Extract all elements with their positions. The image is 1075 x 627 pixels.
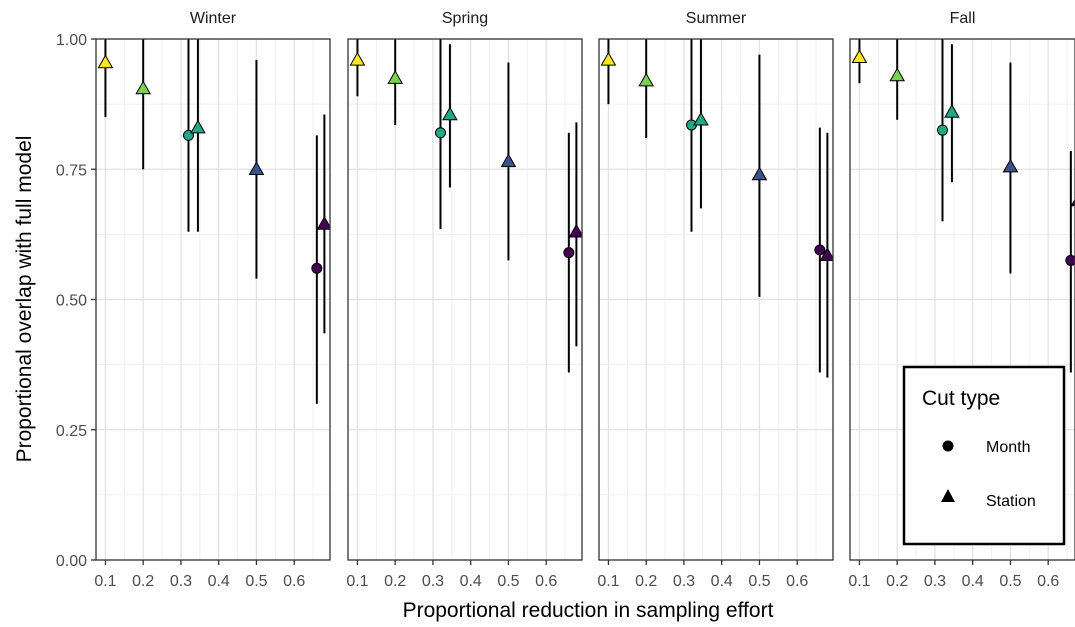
data-point-station [500,153,517,168]
x-tick-label: 0.4 [208,573,230,590]
legend-title: Cut type [922,387,1000,410]
data-point-station [568,223,582,238]
panel-border [849,38,1075,561]
x-tick-label: 0.6 [786,573,808,590]
facet-label: Spring [442,10,488,27]
x-tick-label: 0.4 [460,573,482,590]
data-layer [600,39,833,378]
x-tick-label: 0.4 [962,573,984,590]
facet-label: Summer [686,10,747,27]
legend-box [902,365,1066,546]
panel-winter: Winter 0.1 0.2 0.3 0.4 0.5 0.6 [94,10,331,590]
x-tick-label: 0.2 [635,573,657,590]
x-tick-label: 0.2 [886,573,908,590]
data-point-station [97,54,114,69]
y-tick-label: 0.00 [56,553,87,570]
facet-label: Winter [190,10,237,27]
x-axis-title: Proportional reduction in sampling effor… [403,599,774,622]
legend: Cut type Month Station [902,365,1066,546]
x-tick-label: 0.6 [1037,573,1059,590]
data-point-station [349,51,366,66]
x-tick-label: 0.1 [848,573,870,590]
panel-border [347,38,583,561]
legend-month-circle-icon [942,440,954,452]
data-point-station [135,80,152,95]
x-tick-label: 0.1 [597,573,619,590]
data-point-month [311,262,323,274]
x-tick-label: 0.2 [132,573,154,590]
x-tick-label: 0.6 [535,573,557,590]
x-tick-label: 0.3 [170,573,192,590]
data-point-month [936,124,948,136]
data-point-month [434,127,446,139]
x-tick-label: 0.4 [711,573,733,590]
x-tick-label: 0.2 [384,573,406,590]
data-point-station [1002,158,1019,173]
x-tick-label: 0.5 [497,573,519,590]
x-tick-label: 0.6 [283,573,305,590]
data-point-station [248,161,265,175]
data-point-month [814,244,826,256]
y-tick-label: 0.50 [56,293,87,310]
x-tick-label: 0.1 [346,573,368,590]
data-point-station [944,103,960,118]
x-tick-label: 0.5 [748,573,770,590]
y-axis-title: Proportional overlap with full model [13,136,36,463]
data-point-station [819,247,833,261]
panel-summer: Summer 0.1 0.2 0.3 0.4 0.5 0.6 [597,10,834,590]
data-point-station [600,51,617,66]
x-tick-label: 0.5 [245,573,267,590]
panel-spring: Spring 0.1 0.2 0.3 0.4 0.5 0.6 [346,10,583,590]
data-point-station [387,70,404,84]
y-tick-label: 0.75 [56,162,87,179]
data-layer [97,39,330,404]
data-point-station [190,119,206,134]
data-point-station [442,106,458,121]
data-point-month [563,247,575,259]
data-layer [349,39,582,373]
data-point-station [889,67,906,82]
x-tick-label: 0.5 [999,573,1021,590]
data-point-station [316,215,330,230]
data-point-month [1065,254,1075,266]
data-point-station [693,111,709,126]
legend-label-station: Station [986,493,1036,510]
data-layer [851,39,1075,373]
legend-station-triangle-icon [941,489,955,502]
legend-label-month: Month [986,439,1030,456]
y-tick-label: 0.25 [56,423,87,440]
data-point-station [851,49,868,63]
data-point-station [751,166,768,181]
data-point-station [638,72,655,87]
x-tick-label: 0.1 [94,573,116,590]
panel-border [598,38,834,561]
facet-label: Fall [950,10,976,27]
x-tick-label: 0.3 [673,573,695,590]
x-tick-label: 0.3 [422,573,444,590]
x-tick-label: 0.3 [924,573,946,590]
y-tick-label: 1.00 [56,32,87,49]
